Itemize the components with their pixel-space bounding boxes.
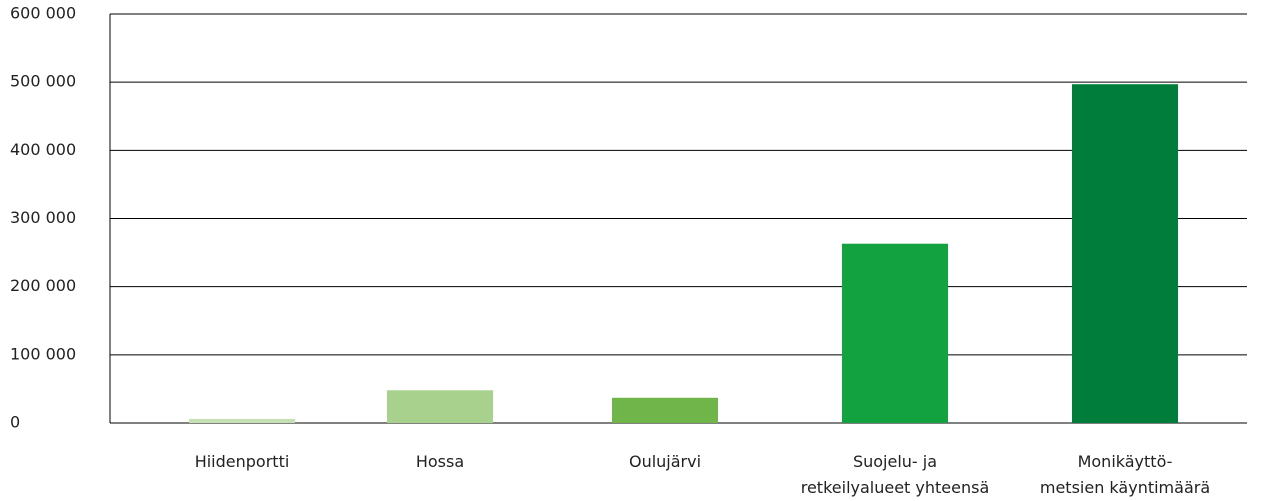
y-tick-label: 100 000 xyxy=(10,344,76,363)
y-tick-label: 600 000 xyxy=(10,4,76,23)
y-tick-label: 0 xyxy=(10,413,20,432)
x-tick-label: Oulujärvi xyxy=(628,452,702,471)
bar xyxy=(1072,84,1178,423)
x-tick-label: Suojelu- ja retkeilyalueet yhteensä xyxy=(800,452,990,497)
x-tick-label: Hossa xyxy=(415,452,465,471)
bar xyxy=(612,397,718,423)
bar xyxy=(387,390,493,423)
y-tick-label: 300 000 xyxy=(10,208,76,227)
y-tick-label: 500 000 xyxy=(10,72,76,91)
bar xyxy=(842,243,948,423)
x-tick-label: Hiidenportti xyxy=(194,452,290,471)
x-tick-label: Monikäyttö- metsien käyntimäärä xyxy=(1039,452,1211,497)
bar xyxy=(189,418,295,423)
y-tick-label: 400 000 xyxy=(10,140,76,159)
y-tick-label: 200 000 xyxy=(10,276,76,295)
